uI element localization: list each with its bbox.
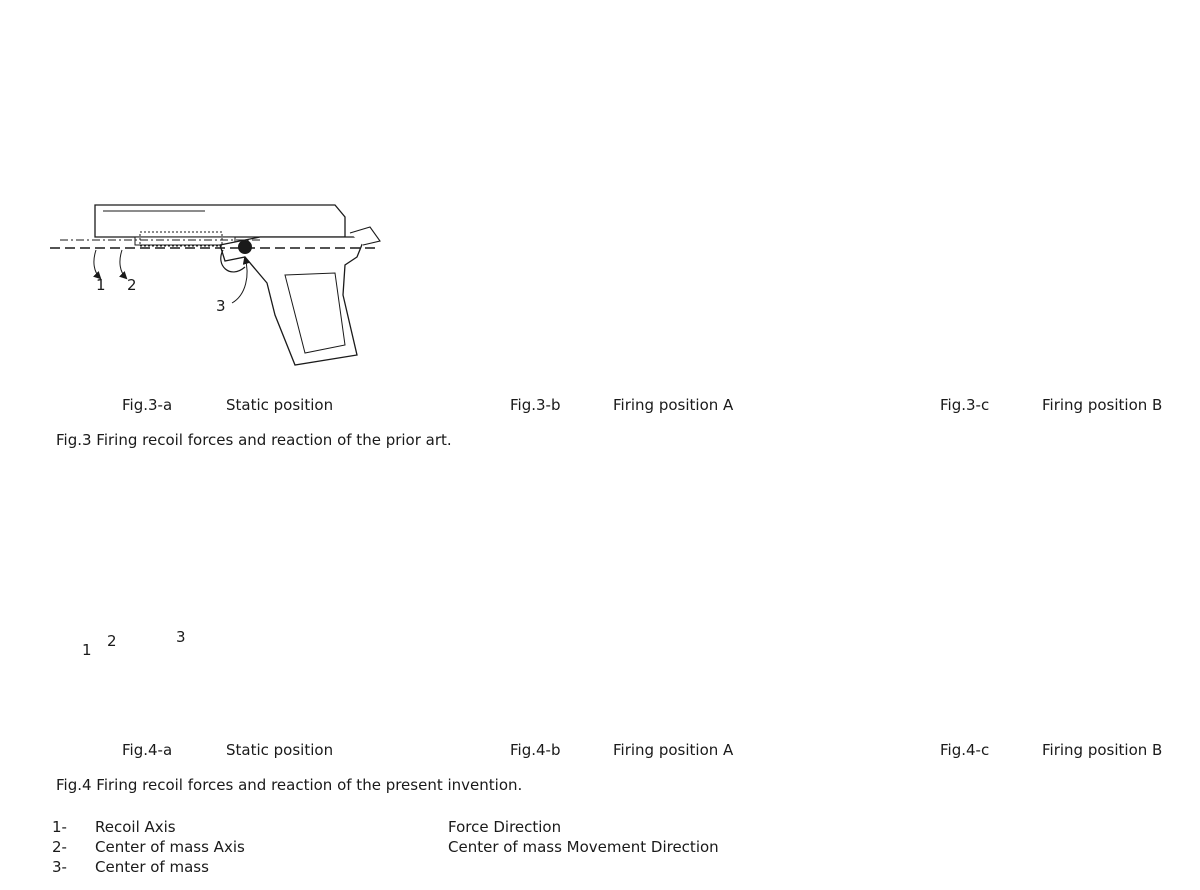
fig3a-pistol: [50, 204, 381, 366]
fig3a-label: Static position: [226, 396, 334, 414]
callout-1-fig3a: 1: [96, 276, 106, 294]
callout-2-fig4a: 2: [107, 632, 117, 650]
fig3b-label: Firing position A: [613, 396, 734, 414]
callout-3-fig4a: 3: [176, 628, 186, 646]
fig4a-label: Static position: [226, 741, 334, 759]
fig3-caption: Fig.3 Firing recoil forces and reaction …: [56, 431, 452, 449]
fig3c-id: Fig.3-c: [940, 396, 990, 414]
fig3c-label: Firing position B: [1042, 396, 1163, 414]
fig4c-label: Firing position B: [1042, 741, 1163, 759]
fig4b-id: Fig.4-b: [510, 741, 561, 759]
legend-num-3: 3-: [52, 858, 67, 876]
fig3b-id: Fig.3-b: [510, 396, 561, 414]
fig4a-id: Fig.4-a: [122, 741, 173, 759]
callout-3-fig3a: 3: [216, 297, 226, 315]
fig3a-id: Fig.3-a: [122, 396, 173, 414]
legend-center-of-mass-axis: Center of mass Axis: [95, 838, 245, 856]
fig4b-label: Firing position A: [613, 741, 734, 759]
callout-1-fig4a: 1: [82, 641, 92, 659]
fig4c-id: Fig.4-c: [940, 741, 990, 759]
legend-force-direction: Force Direction: [448, 818, 562, 836]
callout-2-fig3a: 2: [127, 276, 137, 294]
fig4-caption: Fig.4 Firing recoil forces and reaction …: [56, 776, 523, 794]
legend-recoil-axis: Recoil Axis: [95, 818, 176, 836]
legend-num-2: 2-: [52, 838, 67, 856]
legend-center-of-mass: Center of mass: [95, 858, 209, 876]
legend-com-movement-direction: Center of mass Movement Direction: [448, 838, 719, 856]
legend-num-1: 1-: [52, 818, 67, 836]
